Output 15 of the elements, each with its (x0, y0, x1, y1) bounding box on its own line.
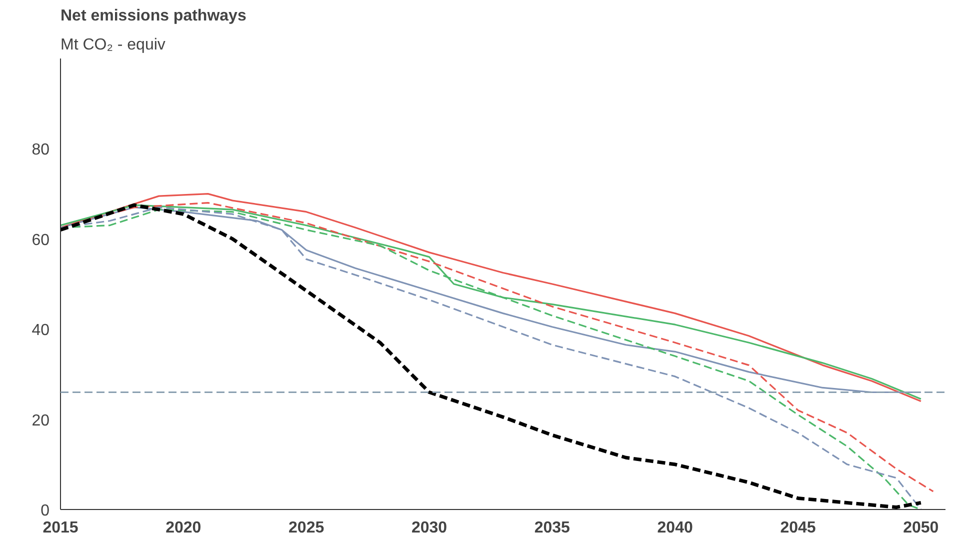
y-tick-label: 80 (32, 142, 50, 159)
x-tick-label: 2030 (411, 520, 448, 536)
x-tick-label: 2035 (534, 520, 570, 536)
y-tick-label: 0 (40, 502, 50, 520)
y-tick-label: 20 (32, 412, 50, 430)
chart-title: Net emissions pathways (60, 8, 246, 24)
x-tick-label: 2015 (42, 520, 78, 536)
x-tick-label: 2045 (780, 520, 816, 536)
y-tick-label: 60 (32, 232, 50, 249)
x-tick-label: 2020 (166, 520, 202, 536)
chart-subtitle: Mt CO₂ - equiv (60, 36, 166, 54)
x-tick-label: 2025 (288, 520, 324, 536)
x-tick-label: 2050 (903, 520, 939, 536)
x-tick-label: 2040 (657, 520, 693, 536)
y-tick-label: 40 (32, 322, 50, 340)
